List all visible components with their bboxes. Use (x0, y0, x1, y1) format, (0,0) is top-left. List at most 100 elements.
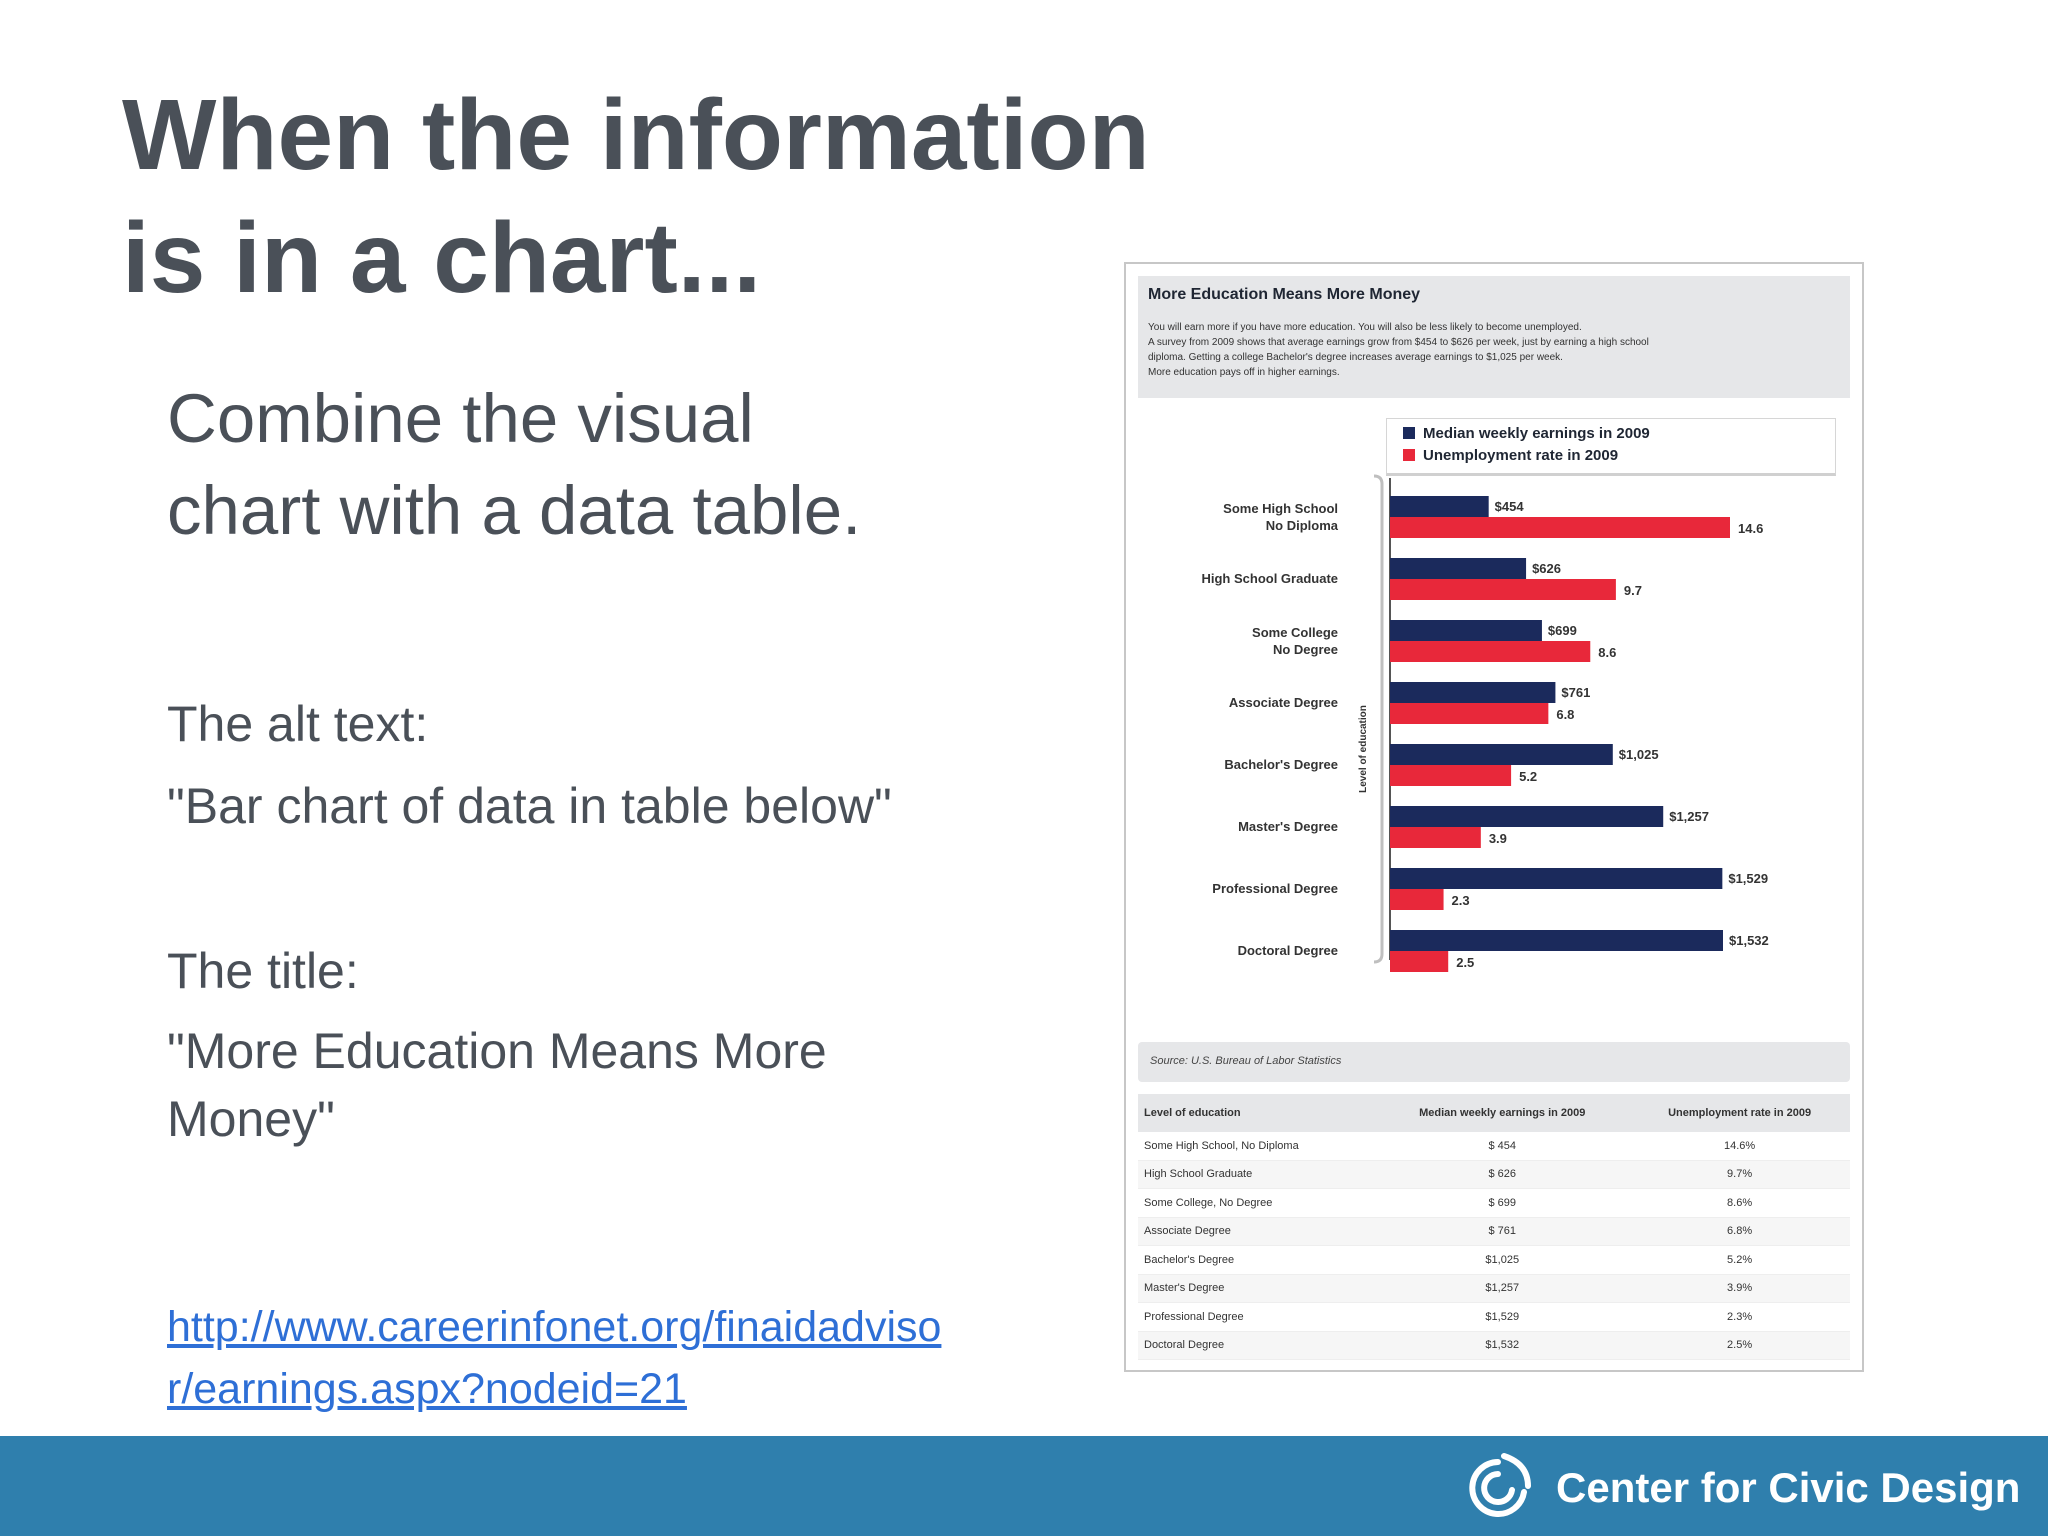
title-value-line: "More Education Means More (167, 1023, 827, 1079)
footer-brand: Center for Civic Design (1556, 1464, 2021, 1511)
source-link-line[interactable]: http://www.careerinfonet.org/finaidadvis… (167, 1303, 942, 1351)
slide-title-line: When the information (122, 79, 1150, 191)
axis-bracket (1373, 474, 1384, 964)
bar-earnings (1390, 558, 1527, 579)
table-cell: $1,025 (1375, 1245, 1630, 1275)
table-cell: Professional Degree (1138, 1302, 1376, 1332)
table-row: Doctoral Degree $1,532 2.5% (1138, 1331, 1850, 1360)
alt-text-label: The alt text: (167, 696, 429, 752)
table-cell: $1,529 (1375, 1302, 1630, 1332)
table-cell: $ 699 (1375, 1188, 1630, 1218)
legend-swatch (1403, 427, 1415, 439)
bar-earnings (1390, 806, 1664, 827)
table-cell: Doctoral Degree (1138, 1331, 1376, 1360)
bar-unemployment (1390, 641, 1591, 662)
data-label-earnings: $454 (1495, 499, 1525, 514)
source-link[interactable]: http://www.careerinfonet.org/finaidadvis… (167, 1296, 1067, 1420)
bar-unemployment (1390, 951, 1449, 972)
data-label-earnings: $1,529 (1728, 871, 1768, 886)
table-row: Associate Degree $ 761 6.8% (1138, 1217, 1850, 1246)
data-label-unemployment: 2.5 (1456, 955, 1474, 970)
legend-label: Unemployment rate in 2009 (1423, 447, 1619, 464)
table-cell: Bachelor's Degree (1138, 1245, 1376, 1275)
figure-description-line: diploma. Getting a college Bachelor's de… (1148, 352, 1563, 363)
data-label-unemployment: 9.7 (1624, 583, 1642, 598)
data-label-earnings: $1,257 (1669, 809, 1709, 824)
figure-description-line: A survey from 2009 shows that average ea… (1148, 337, 1649, 348)
category-label: Doctoral Degree (1238, 943, 1338, 958)
bar-chart: Level of education Some High School No Dip… (1201, 474, 1769, 972)
chart-source: Source: U.S. Bureau of Labor Statistics (1150, 1055, 1342, 1067)
bar-earnings (1390, 682, 1556, 703)
table-row: Professional Degree $1,529 2.3% (1138, 1302, 1850, 1332)
table-row: Master's Degree $1,257 3.9% (1138, 1274, 1850, 1303)
legend-label: Median weekly earnings in 2009 (1423, 425, 1650, 442)
bar-unemployment (1390, 703, 1549, 724)
category-label: Master's Degree (1238, 819, 1338, 834)
data-label-unemployment: 14.6 (1738, 521, 1763, 536)
alt-text-value: "Bar chart of data in table below" (167, 778, 892, 834)
bar-earnings (1390, 744, 1613, 765)
category-label: No Diploma (1266, 518, 1339, 533)
data-table-wrap: Level of education Median weekly earning… (1138, 1094, 1850, 1360)
data-label-earnings: $699 (1548, 623, 1577, 638)
category-label: Some High School (1223, 501, 1338, 516)
data-label-unemployment: 3.9 (1489, 831, 1507, 846)
data-table: Level of education Median weekly earning… (1138, 1094, 1850, 1360)
bar-unemployment (1390, 827, 1481, 848)
figure-description-line: You will earn more if you have more educ… (1148, 322, 1582, 333)
data-label-unemployment: 8.6 (1598, 645, 1616, 660)
legend-item-earnings: Median weekly earnings in 2009 (1403, 425, 1650, 442)
table-row: Some High School, No Diploma $ 454 14.6% (1138, 1132, 1850, 1161)
data-label-earnings: $761 (1561, 685, 1590, 700)
table-cell: $ 761 (1375, 1217, 1630, 1246)
slide-title-line: is in a chart... (122, 202, 762, 314)
civic-design-logo-icon (1469, 1453, 1531, 1517)
data-label-earnings: $1,025 (1619, 747, 1659, 762)
legend-swatch (1403, 449, 1415, 461)
table-cell: Master's Degree (1138, 1274, 1376, 1303)
title-label: The title: (167, 943, 359, 999)
bar-earnings (1390, 620, 1542, 641)
table-cell: 3.9% (1629, 1274, 1850, 1303)
chart-figure: More Education Means More Money You will… (1124, 262, 1864, 1372)
bar-unemployment (1390, 889, 1444, 910)
table-row: High School Graduate $ 626 9.7% (1138, 1160, 1850, 1189)
data-label-unemployment: 2.3 (1452, 893, 1470, 908)
source-link-line[interactable]: r/earnings.aspx?nodeid=21 (167, 1365, 687, 1413)
bar-earnings (1390, 930, 1723, 951)
table-header: Median weekly earnings in 2009 (1375, 1094, 1630, 1132)
figure-description-line: More education pays off in higher earnin… (1148, 367, 1340, 378)
bar-earnings (1390, 496, 1489, 517)
table-cell: High School Graduate (1138, 1160, 1376, 1189)
bar-earnings (1390, 868, 1723, 889)
table-header: Level of education (1138, 1094, 1376, 1132)
category-label: Some College (1252, 625, 1338, 640)
category-label: No Degree (1273, 642, 1338, 657)
category-label: Bachelor's Degree (1224, 757, 1338, 772)
table-cell: 6.8% (1629, 1217, 1850, 1246)
table-cell: $1,257 (1375, 1274, 1630, 1303)
figure-title: More Education Means More Money (1148, 286, 1421, 303)
figure-description: You will earn more if you have more educ… (1148, 320, 1848, 380)
table-row: Bachelor's Degree $1,025 5.2% (1138, 1245, 1850, 1275)
footer-bar: Center for Civic Design (0, 1436, 2048, 1536)
table-row: Some College, No Degree $ 699 8.6% (1138, 1188, 1850, 1218)
combine-text: Combine the visual chart with a data tab… (167, 373, 1047, 557)
table-cell: Associate Degree (1138, 1217, 1376, 1246)
bar-unemployment (1390, 517, 1730, 538)
data-label-earnings: $626 (1532, 561, 1561, 576)
data-label-unemployment: 6.8 (1556, 707, 1574, 722)
data-label-unemployment: 5.2 (1519, 769, 1537, 784)
table-cell: 2.5% (1629, 1331, 1850, 1360)
table-cell: 2.3% (1629, 1302, 1850, 1332)
table-cell: $ 626 (1375, 1160, 1630, 1189)
table-cell: 9.7% (1629, 1160, 1850, 1189)
y-axis-label: Level of education (1358, 705, 1369, 793)
data-label-earnings: $1,532 (1729, 933, 1769, 948)
category-label: Professional Degree (1212, 881, 1338, 896)
table-cell: $ 454 (1375, 1132, 1630, 1161)
table-cell: 8.6% (1629, 1188, 1850, 1218)
legend-item-unemployment: Unemployment rate in 2009 (1403, 447, 1618, 464)
table-header: Unemployment rate in 2009 (1629, 1094, 1850, 1132)
